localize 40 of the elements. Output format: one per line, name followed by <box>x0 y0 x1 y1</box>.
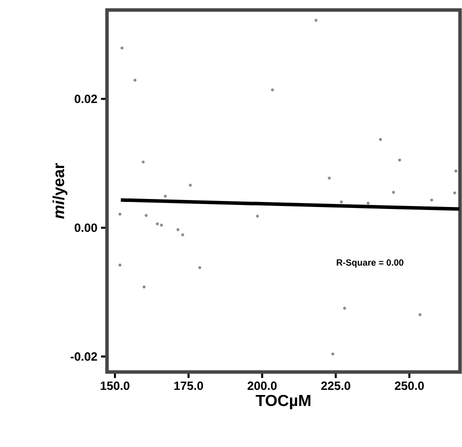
point <box>142 285 146 288</box>
point <box>328 176 331 180</box>
point <box>340 200 343 204</box>
point <box>430 198 434 202</box>
x-tick-label: 200.0 <box>248 382 277 390</box>
y-tick-label: -0.02 <box>70 352 97 361</box>
point <box>256 214 259 218</box>
point <box>270 88 274 92</box>
x-axis-title: TOCµM <box>256 394 310 410</box>
point <box>164 194 167 198</box>
point <box>314 18 318 22</box>
point <box>198 266 202 270</box>
point <box>366 202 370 205</box>
y-axis-title: mi/year <box>52 163 68 219</box>
x-tick-label: 225.0 <box>321 382 350 390</box>
point <box>144 214 148 217</box>
y-tick-label: 0.00 <box>74 223 97 232</box>
point <box>343 306 346 310</box>
point <box>398 158 402 162</box>
point <box>379 138 382 141</box>
point <box>120 46 124 50</box>
x-tick-label: 250.0 <box>394 382 424 390</box>
x-tick-label: 175.0 <box>174 382 204 390</box>
point <box>118 264 122 267</box>
point <box>392 190 395 194</box>
annotation: R-Square = 0.00 <box>336 259 404 268</box>
point <box>454 170 458 173</box>
point <box>453 191 456 194</box>
point <box>418 313 422 316</box>
point <box>181 233 184 236</box>
point <box>142 160 145 164</box>
point <box>133 78 136 82</box>
x-tick-label: 150.0 <box>100 382 130 390</box>
point <box>160 224 163 227</box>
point <box>331 352 334 356</box>
point <box>118 212 122 216</box>
point <box>188 184 192 187</box>
point <box>176 228 180 232</box>
y-tick-label: 0.02 <box>74 94 97 104</box>
point <box>156 222 159 226</box>
